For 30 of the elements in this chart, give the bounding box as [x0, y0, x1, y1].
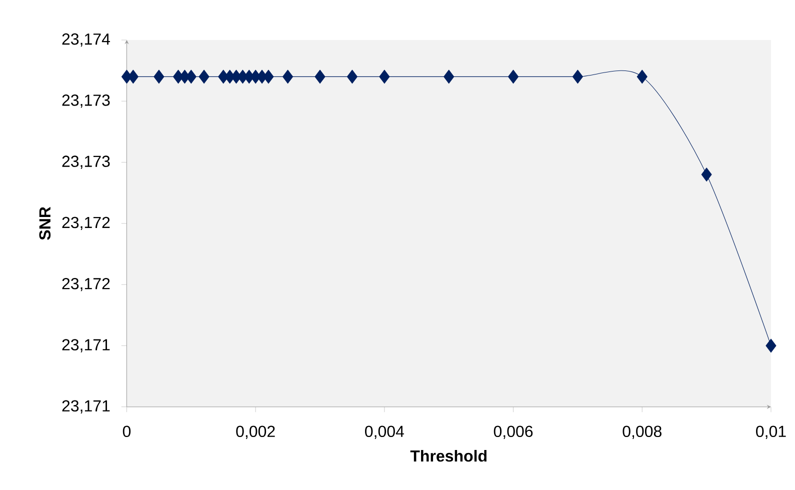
y-tick-label: 23,174: [62, 34, 110, 47]
point: [766, 339, 776, 353]
point: [154, 70, 164, 84]
point: [444, 70, 454, 84]
point: [263, 70, 274, 84]
x-tick-label: 0,004: [365, 426, 404, 440]
point: [346, 70, 358, 84]
point: [282, 70, 294, 84]
x-tick-label: 0,01: [756, 426, 786, 440]
y-tick-label: 23,171: [62, 339, 110, 353]
point: [508, 70, 519, 84]
point: [198, 70, 210, 84]
y-tick-label: 23,172: [62, 217, 110, 230]
y-axis-title: SNR: [39, 207, 51, 240]
x-tick-label: 0,002: [236, 426, 275, 440]
point: [636, 70, 648, 84]
point: [572, 70, 583, 84]
x-tick-label: 0,006: [494, 426, 533, 440]
y-tick-label: 23,173: [62, 156, 110, 170]
point: [186, 70, 196, 84]
x-axis-title: Threshold: [410, 450, 486, 462]
y-tick-label: 23,172: [62, 278, 110, 292]
point: [314, 70, 326, 84]
x-tick-label: 0,008: [622, 426, 662, 440]
y-tick-label: 23,171: [62, 400, 110, 414]
x-tick-label: 0: [122, 426, 131, 438]
point: [379, 70, 390, 84]
point: [701, 168, 712, 182]
point: [128, 70, 138, 84]
y-tick-label: 23,173: [62, 94, 110, 108]
